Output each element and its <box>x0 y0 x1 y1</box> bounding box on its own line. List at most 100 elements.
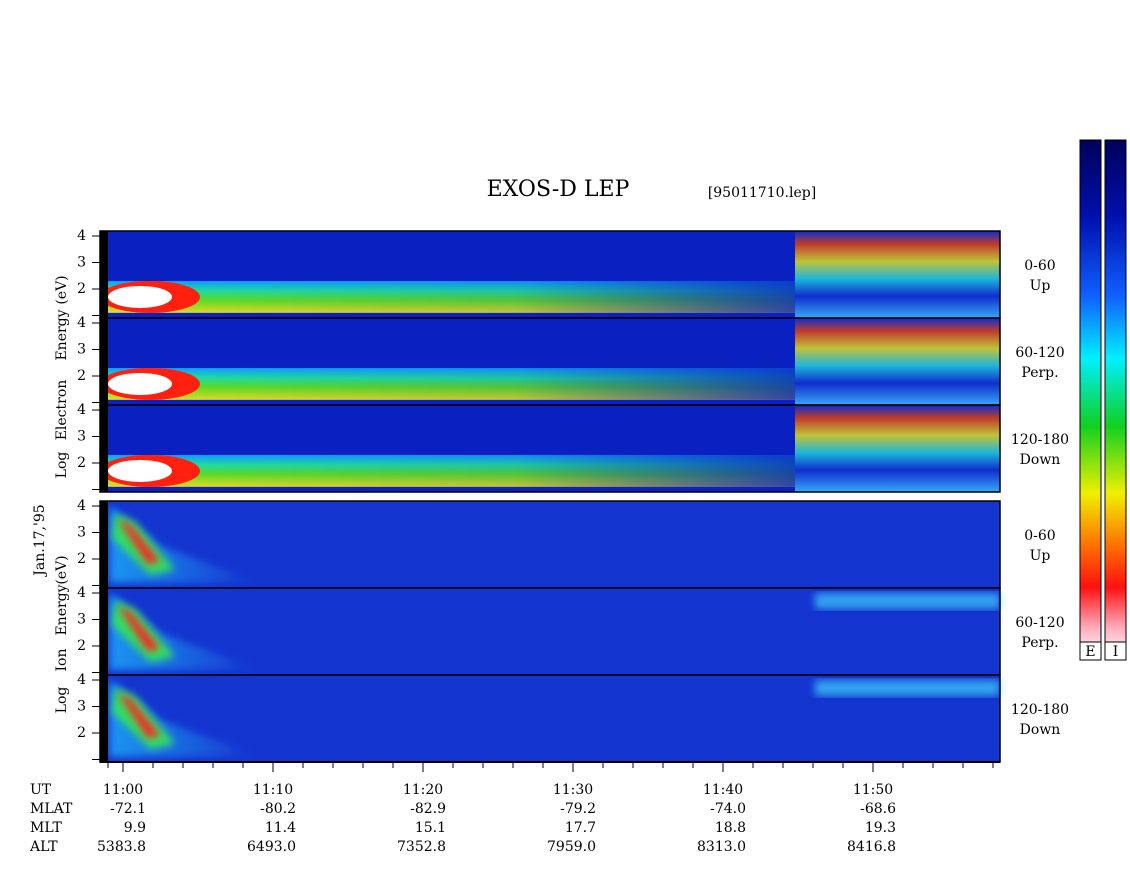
y-tick-label: 4 <box>77 498 86 514</box>
orbit-value: -80.2 <box>260 801 296 817</box>
direction-label: Up <box>1030 278 1051 294</box>
y-tick-label: 4 <box>77 672 86 688</box>
axis-word: Energy <box>54 309 70 360</box>
hot-core <box>108 372 172 395</box>
band-fade <box>100 281 795 313</box>
spectrogram-panel <box>99 317 1001 406</box>
band-fade <box>100 368 795 400</box>
orbit-value: -82.9 <box>410 801 446 817</box>
angle-label: 120-180 <box>1011 432 1069 448</box>
spectrogram-panel <box>99 587 1001 676</box>
background <box>100 501 1000 588</box>
spectrogram-panel <box>99 674 1001 763</box>
spectrogram-panel <box>99 404 1001 493</box>
panel-frame <box>99 404 1001 493</box>
orbit-value: 11:40 <box>703 782 743 798</box>
black-strip <box>100 318 108 405</box>
y-tick-label: 3 <box>77 699 86 715</box>
angle-label: 60-120 <box>1015 615 1064 631</box>
color-bar <box>1079 139 1102 661</box>
y-tick-label: 2 <box>77 725 86 741</box>
direction-label: Down <box>1020 722 1061 738</box>
angle-label: 60-120 <box>1015 345 1064 361</box>
y-tick-label: 2 <box>77 638 86 654</box>
orbit-value: 8416.8 <box>847 839 896 855</box>
y-tick-label: 2 <box>77 368 86 384</box>
axis-word: Log <box>54 687 70 714</box>
axis-word: (eV) <box>54 555 70 584</box>
axis-word: Ion <box>54 649 70 672</box>
right-region <box>795 231 1000 318</box>
black-strip <box>100 588 108 675</box>
direction-label: Perp. <box>1021 635 1058 651</box>
orbit-value: 11:50 <box>853 782 893 798</box>
ion-core <box>118 606 160 652</box>
orbit-value: 11:30 <box>553 782 593 798</box>
y-tick-label: 2 <box>77 551 86 567</box>
y-tick-label: 3 <box>77 342 86 358</box>
angle-label: 0-60 <box>1024 258 1055 274</box>
orbit-value: 11.4 <box>265 820 296 836</box>
y-tick-label: 3 <box>77 429 86 445</box>
orbit-label: MLT <box>30 820 62 836</box>
y-tick-label: 2 <box>77 455 86 471</box>
spectrogram-panel <box>99 230 1001 319</box>
hot-core <box>108 285 172 308</box>
title: EXOS-D LEP <box>487 177 630 202</box>
color-bar-label: E <box>1085 644 1095 660</box>
axis-word: Electron <box>54 380 70 441</box>
orbit-value: 15.1 <box>415 820 446 836</box>
black-strip <box>100 231 108 318</box>
direction-label: Up <box>1030 548 1051 564</box>
right-region <box>795 318 1000 405</box>
orbit-value: 7959.0 <box>547 839 596 855</box>
axis-word: Log <box>54 452 70 479</box>
orbit-label: MLAT <box>30 801 73 817</box>
orbit-label: UT <box>30 782 52 798</box>
orbit-value: 19.3 <box>865 820 896 836</box>
angle-label: 120-180 <box>1011 702 1069 718</box>
hot-core <box>108 459 172 482</box>
orbit-value: -79.2 <box>560 801 596 817</box>
orbit-value: 5383.8 <box>97 839 146 855</box>
ion-core <box>118 519 160 565</box>
orbit-value: -72.1 <box>110 801 146 817</box>
y-tick-label: 4 <box>77 315 86 331</box>
right-region <box>795 405 1000 492</box>
black-strip <box>100 675 108 762</box>
file-name: [95011710.lep] <box>708 185 816 201</box>
date: Jan.17,'95 <box>32 504 48 577</box>
orbit-value: 17.7 <box>565 820 596 836</box>
orbit-value: 8313.0 <box>697 839 746 855</box>
y-tick-label: 4 <box>77 585 86 601</box>
spectrogram-panel <box>99 500 1001 589</box>
ion-core <box>118 693 160 739</box>
axis-word: (eV) <box>54 275 70 304</box>
y-tick-label: 2 <box>77 281 86 297</box>
orbit-value: 11:20 <box>403 782 443 798</box>
color-bar-label: I <box>1113 644 1119 660</box>
orbit-value: -74.0 <box>710 801 746 817</box>
color-bar-box <box>1104 641 1127 661</box>
axis-word: Energy <box>54 584 70 635</box>
y-tick-label: 4 <box>77 402 86 418</box>
y-tick-label: 4 <box>77 228 86 244</box>
y-tick-label: 3 <box>77 612 86 628</box>
y-tick-label: 3 <box>77 525 86 541</box>
orbit-value: 11:00 <box>103 782 143 798</box>
orbit-value: 11:10 <box>253 782 293 798</box>
black-strip <box>100 405 108 492</box>
color-bar <box>1104 139 1127 661</box>
color-bar-box <box>1079 641 1102 661</box>
orbit-label: ALT <box>29 839 58 855</box>
orbit-value: 9.9 <box>124 820 146 836</box>
angle-label: 0-60 <box>1024 528 1055 544</box>
black-strip <box>100 501 108 588</box>
band-fade <box>100 455 795 487</box>
orbit-value: 6493.0 <box>247 839 296 855</box>
ion-upper <box>815 593 1000 609</box>
orbit-value: -68.6 <box>860 801 896 817</box>
direction-label: Down <box>1020 452 1061 468</box>
direction-label: Perp. <box>1021 365 1058 381</box>
